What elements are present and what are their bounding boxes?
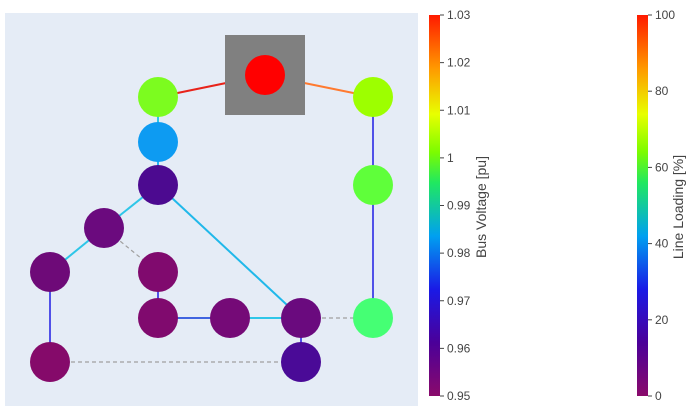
colorbar-voltage-ticks: 1.03 1.02 1.01 1 0.99 0.98 0.97 0.96 0.95: [440, 8, 471, 403]
bus-b_m1: [84, 208, 124, 248]
bus-b_m3: [138, 298, 178, 338]
bus-b_ll2: [30, 342, 70, 382]
ticks-voltage-label-8: 0.95: [447, 389, 471, 403]
bus-b_r1: [353, 77, 393, 117]
bus-b_l1: [138, 77, 178, 117]
colorbar-bus-voltage: 1.03 1.02 1.01 1 0.99 0.98 0.97 0.96 0.95 Bus Vo…: [429, 8, 489, 403]
network-buses: [30, 55, 393, 382]
colorbar-voltage-gradient: [429, 15, 440, 396]
ticks-voltage-label-6: 0.97: [447, 294, 471, 308]
colorbar-loading-ticks: 100 80 60 40 20 0: [648, 8, 675, 403]
ticks-voltage-label-7: 0.96: [447, 341, 471, 355]
ticks-loading-label-1: 80: [655, 84, 669, 98]
bus-b_r3: [353, 298, 393, 338]
ticks-loading-label-3: 40: [655, 237, 669, 251]
plot-background: [5, 13, 418, 406]
ticks-loading-label-2: 60: [655, 160, 669, 174]
ticks-voltage-label-4: 0.99: [447, 199, 471, 213]
ticks-loading-label-5: 0: [655, 389, 662, 403]
ticks-loading-label-4: 20: [655, 313, 669, 327]
ticks-loading-label-0: 100: [655, 8, 675, 22]
ticks-voltage-label-0: 1.03: [447, 8, 471, 22]
colorbar-line-loading: 100 80 60 40 20 0 Line Loading [%]: [637, 8, 686, 403]
bus-b_r2: [353, 165, 393, 205]
bus-b_l2: [138, 122, 178, 162]
colorbar-loading-gradient: [637, 15, 648, 396]
colorbar-voltage-title: Bus Voltage [pu]: [473, 156, 489, 258]
bus-b_m2: [138, 252, 178, 292]
bus-b_top: [245, 55, 285, 95]
bus-b_l3: [138, 165, 178, 205]
ticks-voltage-label-3: 1: [447, 151, 454, 165]
line-5: [157, 184, 302, 319]
bus-b_m4: [210, 298, 250, 338]
bus-b_m5: [281, 298, 321, 338]
bus-b_m6: [281, 342, 321, 382]
ticks-voltage-label-5: 0.98: [447, 246, 471, 260]
bus-b_ll: [30, 252, 70, 292]
ticks-voltage-label-2: 1.01: [447, 103, 471, 117]
colorbar-loading-title: Line Loading [%]: [670, 155, 686, 259]
ticks-voltage-label-1: 1.02: [447, 56, 471, 70]
